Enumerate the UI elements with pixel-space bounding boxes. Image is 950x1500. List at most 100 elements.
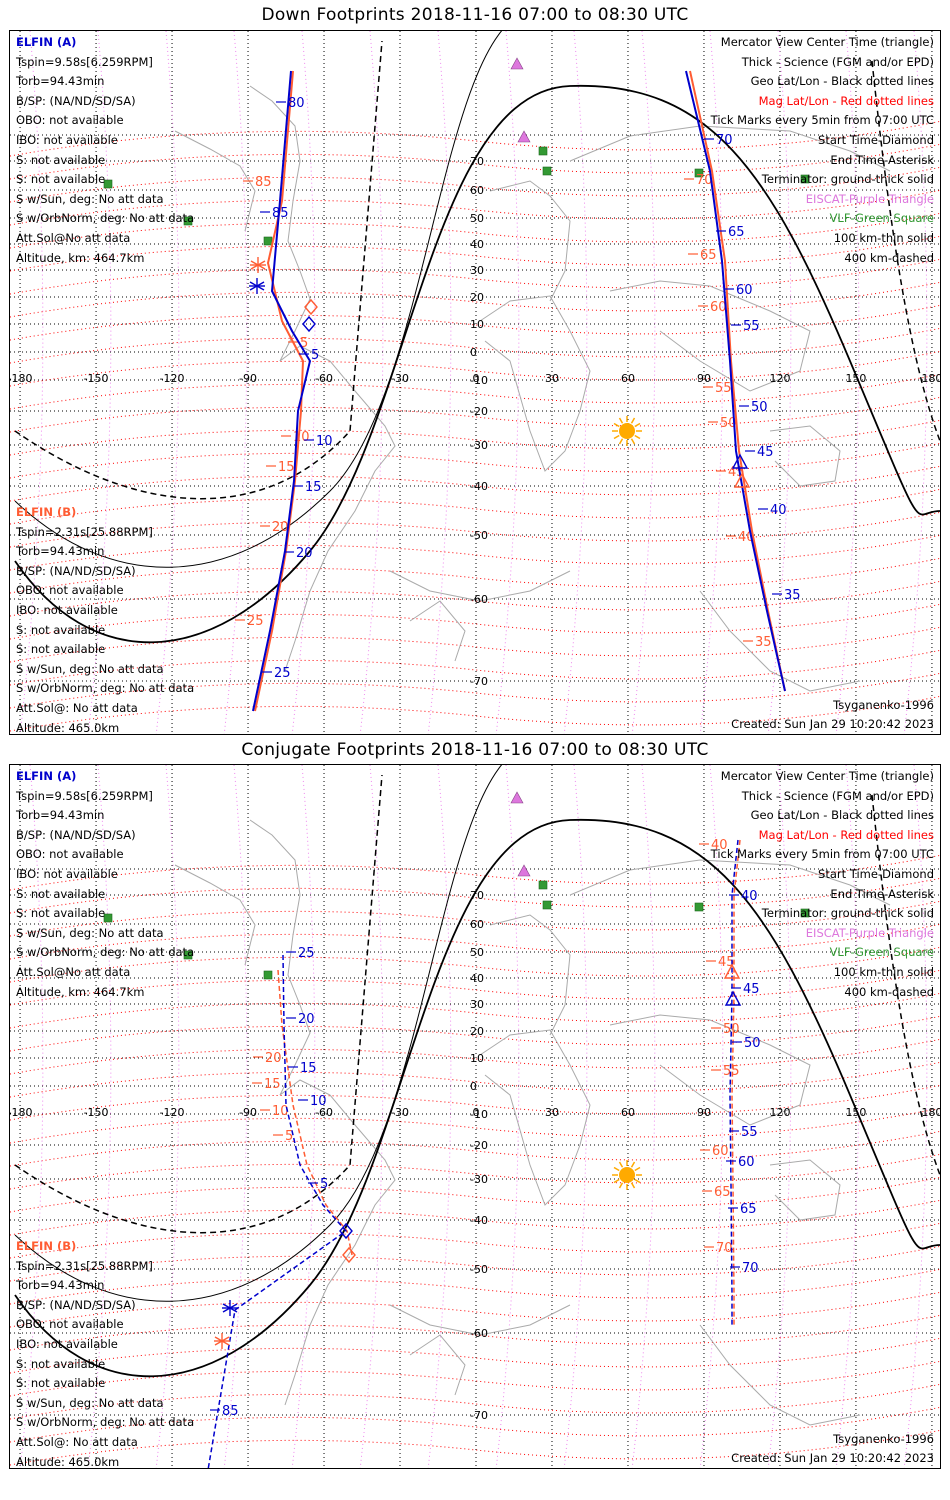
elfin-a-s2: S: not available [16,906,106,921]
coastline [409,600,466,662]
elfin-a-right-tick-label: 55 [743,319,760,334]
model-label: Tsyganenko-1996 [833,1432,934,1446]
coastline [389,570,571,602]
legend-100km: 100 km-thin solid [833,230,934,245]
elfin-a-right-tick-label: 40 [741,889,758,904]
lat-label: 70 [470,889,484,902]
elfin-a-left-tick-label: 5 [320,1177,328,1192]
elfin-b-header: ELFIN (B) [16,505,77,519]
mag-parallel [10,1245,940,1282]
start-diamond-icon [342,1246,356,1264]
lat-label: 40 [470,238,484,251]
elfin-a-left-track [207,954,348,1468]
lat-label: 60 [470,918,484,931]
start-diamond-icon [339,1222,353,1240]
elfin-a-right-tick-label: 70 [716,133,733,148]
lat-label: -30 [470,1173,488,1186]
coastline [609,280,811,392]
elfin-a-orbnorm: S w/OrbNorm, deg: No att data [16,945,195,960]
mag-parallel [10,854,940,891]
panel-title: Down Footprints 2018-11-16 07:00 to 08:3… [261,5,689,25]
lat-label: -60 [470,593,488,606]
lat-label: 30 [470,998,484,1011]
mag-parallel [10,1176,940,1213]
coastline [769,1159,841,1221]
lat-label: 50 [470,946,484,959]
lat-label: -10 [470,374,488,387]
mag-parallel [10,488,940,525]
elfin-b-sun: S w/Sun, deg: No att data [16,1395,164,1410]
lat-label: 60 [470,184,484,197]
elfin-b-right-tick-label: 70 [716,1241,733,1256]
terminator-100km [14,31,503,568]
elfin-a-sun: S w/Sun, deg: No att data [16,925,164,940]
mag-parallel [10,1383,940,1420]
elfin-a-left-tick-label: 80 [288,96,305,111]
legend-end: End Time-Asterisk [830,886,934,901]
elfin-a-left-tick-label: 15 [305,480,322,495]
elfin-b-right-tick-label: 40 [711,838,728,853]
mag-parallel [10,923,940,960]
lon-label: 90 [697,1106,711,1119]
coastline [409,1334,466,1396]
elfin-b-s1: S: not available [16,622,106,637]
lon-label: -90 [239,1106,257,1119]
elfin-a-header: ELFIN (A) [16,35,77,49]
lat-label: 40 [470,972,484,985]
legend-view: Mercator View Center Time (triangle) [720,769,934,783]
elfin-b-right-tick-label: 60 [712,1144,729,1159]
elfin-b-orbnorm: S w/OrbNorm, deg: No att data [16,681,195,696]
mag-parallel [10,557,940,594]
lat-label: -40 [470,480,488,493]
eiscat-triangle-icon [510,791,524,804]
end-asterisk-icon [249,278,265,294]
elfin-b-right-tick-label: 65 [714,1185,731,1200]
legend-geo: Geo Lat/Lon - Black dotted lines [750,74,934,89]
lat-label: 20 [470,291,484,304]
mag-parallel [10,969,940,1006]
elfin-b-left-tick-label: 15 [278,460,295,475]
elfin-a-right-track [685,70,786,692]
elfin-a-obo: OBO: not available [16,847,124,862]
elfin-a-orbnorm: S w/OrbNorm, deg: No att data [16,211,195,226]
lat-label: -40 [470,1214,488,1227]
mag-parallel [10,235,940,272]
coastline [279,1079,396,1406]
lat-label: 10 [470,1052,484,1065]
legend-mag: Mag Lat/Lon - Red dotted lines [758,827,934,842]
lat-label: 10 [470,318,484,331]
mag-parallel [10,1429,940,1466]
lon-label: 30 [545,372,559,385]
lat-label: -30 [470,439,488,452]
mag-parallel [10,1107,940,1144]
elfin-b-right-tick-label: 45 [728,465,745,480]
coastline [769,425,841,487]
mag-parallel [10,1337,940,1374]
vlf-square-icon [538,146,548,156]
conjugate-footprints-map: 70 60 50 40 30 20 10 0 -10 -20 -30 -40 -50 -60 -70 -180… [9,764,941,1469]
mag-parallel [10,281,940,318]
elfin-a-right-tick-label: 65 [740,1202,757,1217]
legend-vlf: VLF-Green Square [829,211,934,226]
mag-meridian [359,765,384,1468]
mag-meridian [291,31,316,734]
elfin-b-left-tick-label: 5 [300,336,308,351]
lon-label: 150 [845,372,866,385]
lon-label: -120 [160,372,185,385]
elfin-b-s2: S: not available [16,1376,106,1391]
center-triangle-icon [723,963,741,979]
elfin-b-right-tick-label: 65 [700,248,717,263]
elfin-b-bsp: B/SP: (NA/ND/SD/SA) [16,1297,136,1312]
lon-label: -150 [84,1106,109,1119]
coastline [569,859,891,906]
elfin-a-header: ELFIN (A) [16,769,77,783]
elfin-b-right-tick-label: 60 [710,300,727,315]
lat-label: 0 [470,346,477,359]
coastline [249,85,311,362]
elfin-a-sun: S w/Sun, deg: No att data [16,191,164,206]
vlf-square-icon [800,908,810,918]
mag-parallel [10,120,940,157]
elfin-b-right-tick-label: 50 [720,416,737,431]
mag-parallel [10,166,940,203]
elfin-b-right-tick-label: 35 [755,635,772,650]
